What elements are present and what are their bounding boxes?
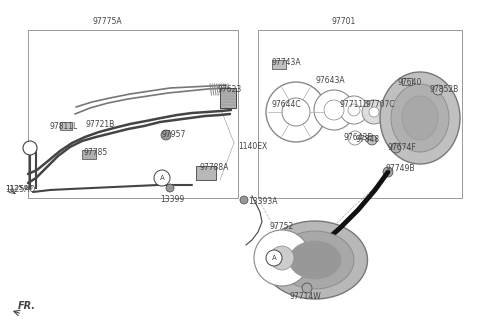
Bar	[60, 122, 72, 130]
Circle shape	[282, 98, 310, 126]
Circle shape	[302, 283, 312, 293]
Text: 97721B: 97721B	[85, 120, 114, 129]
Circle shape	[166, 184, 174, 192]
Text: 97643E: 97643E	[344, 133, 373, 142]
Ellipse shape	[402, 96, 438, 140]
Circle shape	[348, 104, 360, 116]
Bar	[220, 88, 236, 108]
Circle shape	[391, 143, 401, 153]
Circle shape	[340, 96, 368, 124]
Circle shape	[348, 131, 362, 145]
Circle shape	[369, 107, 379, 117]
Text: 1125AO: 1125AO	[5, 185, 33, 191]
Text: 97644C: 97644C	[272, 100, 301, 109]
Circle shape	[362, 100, 386, 124]
Bar	[82, 150, 96, 159]
Text: 13399: 13399	[160, 195, 184, 204]
Text: A: A	[160, 175, 164, 181]
Text: 97811L: 97811L	[50, 122, 78, 131]
Bar	[402, 78, 412, 85]
Text: 97623: 97623	[218, 85, 242, 94]
Circle shape	[161, 130, 171, 140]
Circle shape	[270, 246, 294, 270]
Circle shape	[367, 135, 377, 145]
Ellipse shape	[263, 221, 368, 299]
Text: 97701: 97701	[332, 17, 356, 27]
Bar	[196, 166, 216, 180]
Circle shape	[240, 196, 248, 204]
Text: 1140EX: 1140EX	[238, 142, 267, 151]
Text: 97852B: 97852B	[430, 85, 459, 94]
Text: 97957: 97957	[162, 130, 186, 139]
Text: 97749B: 97749B	[385, 164, 415, 173]
Bar	[28, 30, 238, 198]
Circle shape	[314, 90, 354, 130]
Text: 97743A: 97743A	[272, 58, 301, 67]
Circle shape	[254, 230, 310, 286]
Text: 97643A: 97643A	[315, 76, 345, 85]
Text: 97752: 97752	[270, 222, 294, 231]
Text: 97848: 97848	[356, 135, 380, 144]
Circle shape	[324, 100, 344, 120]
Text: 97711D: 97711D	[340, 100, 370, 109]
Circle shape	[154, 170, 170, 186]
Ellipse shape	[380, 72, 460, 164]
Text: 97788A: 97788A	[200, 163, 229, 172]
Bar	[258, 30, 462, 198]
Ellipse shape	[289, 241, 341, 279]
Circle shape	[266, 250, 282, 266]
Text: 97714W: 97714W	[289, 292, 321, 301]
Text: FR.: FR.	[18, 301, 36, 311]
Ellipse shape	[276, 231, 354, 289]
Bar	[272, 60, 286, 69]
Text: 97785: 97785	[84, 148, 108, 157]
Text: 1125AO: 1125AO	[5, 185, 35, 194]
Ellipse shape	[391, 84, 449, 152]
Text: 97640: 97640	[398, 78, 422, 87]
Circle shape	[383, 167, 393, 177]
Text: 97775A: 97775A	[92, 17, 122, 27]
Circle shape	[23, 141, 37, 155]
Text: 97707C: 97707C	[366, 100, 396, 109]
Circle shape	[433, 85, 443, 95]
Text: 97674F: 97674F	[388, 143, 417, 152]
Circle shape	[266, 82, 326, 142]
Text: 13393A: 13393A	[248, 197, 277, 206]
Text: A: A	[272, 255, 276, 261]
